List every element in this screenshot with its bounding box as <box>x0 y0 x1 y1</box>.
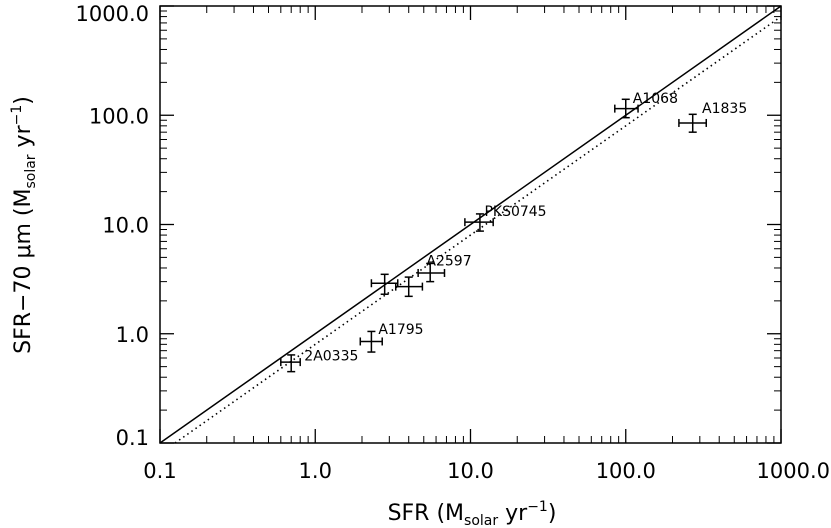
x-tick-label: 1.0 <box>299 459 332 483</box>
point-label: PKS0745 <box>484 204 546 220</box>
x-axis-label: SFR (Msolar yr−1) <box>388 499 557 528</box>
point-label: A1068 <box>633 91 678 107</box>
dotted-reference-line <box>174 15 782 444</box>
tick-labels: 0.1 1.0 10.0 100.0 1000.0 0.1 1.0 10.0 100.0 1000… <box>76 2 830 483</box>
y-tick-label: 1000.0 <box>76 2 149 26</box>
point-label: A1795 <box>378 322 423 338</box>
y-axis-label: SFR−70 μm (Msolar yr−1) <box>9 96 39 354</box>
x-tick-label: 10.0 <box>447 459 494 483</box>
data-point <box>394 276 424 298</box>
axis-ticks <box>159 5 782 444</box>
x-tick-label: 1000.0 <box>757 459 830 483</box>
data-point <box>417 262 446 283</box>
point-label: 2A0335 <box>304 348 358 364</box>
y-tick-label: 0.1 <box>116 426 149 450</box>
data-points <box>280 98 707 373</box>
data-point <box>280 354 301 373</box>
point-label: A2597 <box>426 254 471 270</box>
data-point <box>370 273 399 295</box>
data-point <box>614 98 639 119</box>
one-to-one-line <box>159 5 782 444</box>
y-tick-label: 100.0 <box>89 104 149 128</box>
y-tick-label: 10.0 <box>102 214 149 238</box>
point-annotations: 2A0335 A1795 A2597 PKS0745 A1068 A1835 <box>304 91 747 365</box>
x-tick-label: 100.0 <box>596 459 656 483</box>
y-tick-label: 1.0 <box>116 323 149 347</box>
data-point <box>464 213 494 232</box>
x-tick-label: 0.1 <box>143 459 176 483</box>
point-label: A1835 <box>702 101 747 117</box>
data-point <box>359 330 383 353</box>
reference-lines <box>159 5 782 444</box>
data-point <box>678 113 707 133</box>
